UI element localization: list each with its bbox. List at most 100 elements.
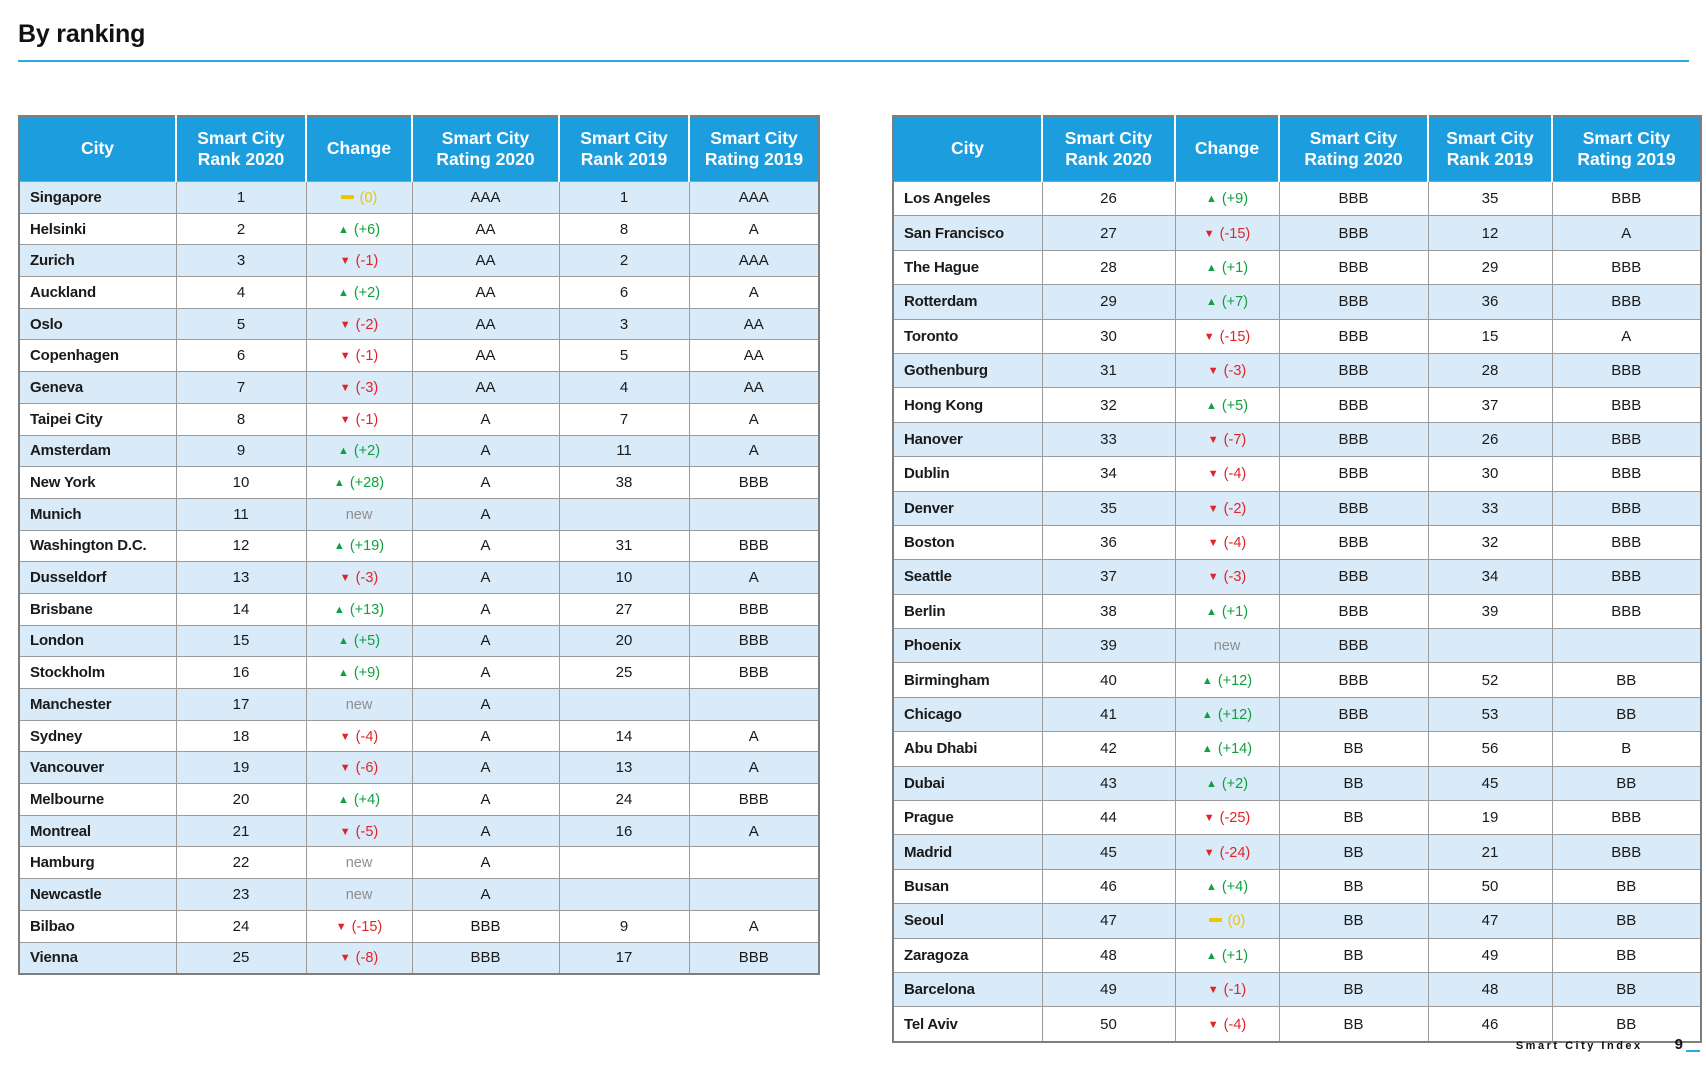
change-cell: ▼ (-15) xyxy=(1174,215,1280,251)
rank-2019-cell: 35 xyxy=(1427,180,1553,217)
change-cell: (0) xyxy=(305,181,413,214)
rank-2020-cell: 26 xyxy=(1041,180,1176,217)
change-cell: ▲ (+28) xyxy=(305,466,413,499)
table-row: Hong Kong 32 ▲ (+5) BBB 37 BBB xyxy=(892,387,1702,423)
change-up-icon: ▲ xyxy=(337,223,349,236)
table-row: Vancouver 19 ▼ (-6) A 13 A xyxy=(18,751,820,785)
table-row: Taipei City 8 ▼ (-1) A 7 A xyxy=(18,402,820,436)
change-cell: ▼ (-3) xyxy=(305,561,413,594)
change-cell: ▼ (-15) xyxy=(305,909,413,943)
rank-2020-cell: 16 xyxy=(175,656,307,689)
rank-2020-cell: 28 xyxy=(1041,249,1176,286)
table-row: Rotterdam 29 ▲ (+7) BBB 36 BBB xyxy=(892,284,1702,320)
city-cell: Seoul xyxy=(892,903,1043,939)
table-row: Montreal 21 ▼ (-5) A 16 A xyxy=(18,814,820,848)
rank-2019-cell: 45 xyxy=(1427,765,1553,802)
rank-2020-cell: 20 xyxy=(175,783,307,816)
rank-2020-cell: 32 xyxy=(1041,387,1176,423)
change-cell: ▲ (+1) xyxy=(1174,249,1280,286)
table-row: Seattle 37 ▼ (-3) BBB 34 BBB xyxy=(892,559,1702,595)
rank-2019-cell: 33 xyxy=(1427,490,1553,526)
rating-2020-cell: BB xyxy=(1278,903,1429,939)
change-cell: ▲ (+6) xyxy=(305,212,413,246)
table-row: Geneva 7 ▼ (-3) AA 4 AA xyxy=(18,371,820,404)
table-header: City Smart City Rank 2020 Change Smart C… xyxy=(893,116,1701,182)
rating-2019-cell: BBB xyxy=(1551,834,1702,870)
change-label: (+12) xyxy=(1217,672,1253,689)
table-row: Seoul 47 (0) BB 47 BB xyxy=(892,903,1702,939)
rating-2020-cell: BB xyxy=(1278,731,1429,767)
column-header-rank-2019: Smart City Rank 2019 xyxy=(558,116,690,182)
rating-2019-cell xyxy=(688,878,820,911)
rating-2019-cell: BB xyxy=(1551,1006,1702,1043)
rank-2019-cell: 27 xyxy=(558,592,690,626)
change-down-icon: ▼ xyxy=(1207,502,1219,515)
header-row: City Smart City Rank 2020 Change Smart C… xyxy=(19,116,819,182)
change-label: (-4) xyxy=(355,728,379,745)
table-row: Dusseldorf 13 ▼ (-3) A 10 A xyxy=(18,561,820,594)
change-cell: ▼ (-3) xyxy=(1174,559,1280,595)
rating-2020-cell: BB xyxy=(1278,937,1429,973)
change-down-icon: ▼ xyxy=(339,952,351,965)
rank-2019-cell: 7 xyxy=(558,402,690,436)
city-cell: Amsterdam xyxy=(18,434,177,468)
change-label: (-3) xyxy=(355,570,379,587)
page-title: By ranking xyxy=(18,20,146,48)
city-cell: Hong Kong xyxy=(892,387,1043,423)
rank-2019-cell: 26 xyxy=(1427,421,1553,458)
change-up-icon: ▲ xyxy=(337,445,349,458)
rank-2019-cell: 12 xyxy=(1427,215,1553,251)
rating-2020-cell: BBB xyxy=(1278,559,1429,595)
change-label: (-4) xyxy=(1223,466,1247,483)
change-down-icon: ▼ xyxy=(335,920,347,933)
table-row: Manchester 17 new A xyxy=(18,688,820,721)
change-cell: ▲ (+4) xyxy=(305,783,413,816)
change-cell: ▲ (+9) xyxy=(305,656,413,689)
change-label: (-3) xyxy=(1223,569,1247,586)
rating-2019-cell: AA xyxy=(688,371,820,404)
change-cell: new xyxy=(305,688,413,721)
rank-2019-cell: 3 xyxy=(558,307,690,341)
city-cell: Madrid xyxy=(892,834,1043,870)
rating-2020-cell: AA xyxy=(411,276,560,309)
change-up-icon: ▲ xyxy=(337,286,349,299)
table-row: Singapore 1 (0) AAA 1 AAA xyxy=(18,181,820,214)
table-row: Washington D.C. 12 ▲ (+19) A 31 BBB xyxy=(18,529,820,563)
change-same-icon xyxy=(1208,918,1222,923)
rating-2019-cell xyxy=(688,688,820,721)
change-down-icon: ▼ xyxy=(339,318,351,331)
city-cell: San Francisco xyxy=(892,215,1043,251)
rating-2020-cell: BB xyxy=(1278,800,1429,836)
change-label: (-3) xyxy=(355,379,379,396)
rank-2020-cell: 17 xyxy=(175,688,307,721)
change-label: (+1) xyxy=(1221,603,1249,620)
change-label: (-2) xyxy=(355,316,379,333)
change-cell: ▲ (+2) xyxy=(305,434,413,468)
rank-2020-cell: 18 xyxy=(175,719,307,753)
column-header-rating-2019: Smart City Rating 2019 xyxy=(1551,116,1701,182)
table-row: Melbourne 20 ▲ (+4) A 24 BBB xyxy=(18,783,820,816)
rank-2020-cell: 11 xyxy=(175,497,307,531)
city-cell: Manchester xyxy=(18,688,177,721)
change-up-icon: ▲ xyxy=(333,540,345,553)
rank-2019-cell: 6 xyxy=(558,276,690,309)
change-down-icon: ▼ xyxy=(339,572,351,585)
rank-2019-cell: 56 xyxy=(1427,731,1553,767)
rating-2019-cell: BBB xyxy=(1551,559,1702,595)
table-row: Denver 35 ▼ (-2) BBB 33 BBB xyxy=(892,490,1702,526)
city-cell: Singapore xyxy=(18,181,177,214)
change-label: (+5) xyxy=(1221,397,1249,414)
rating-2019-cell xyxy=(688,846,820,880)
change-cell: ▼ (-3) xyxy=(1174,352,1280,389)
rating-2020-cell: BBB xyxy=(1278,456,1429,492)
change-label: (-24) xyxy=(1219,844,1251,861)
change-label: (-1) xyxy=(355,411,379,428)
rating-2020-cell: A xyxy=(411,529,560,563)
rating-2020-cell: AAA xyxy=(411,181,560,214)
change-cell: ▼ (-4) xyxy=(1174,456,1280,492)
table-row: Dublin 34 ▼ (-4) BBB 30 BBB xyxy=(892,456,1702,492)
rank-2020-cell: 50 xyxy=(1041,1006,1176,1043)
rank-2020-cell: 34 xyxy=(1041,456,1176,492)
change-cell: ▼ (-25) xyxy=(1174,800,1280,836)
rating-2020-cell: A xyxy=(411,688,560,721)
